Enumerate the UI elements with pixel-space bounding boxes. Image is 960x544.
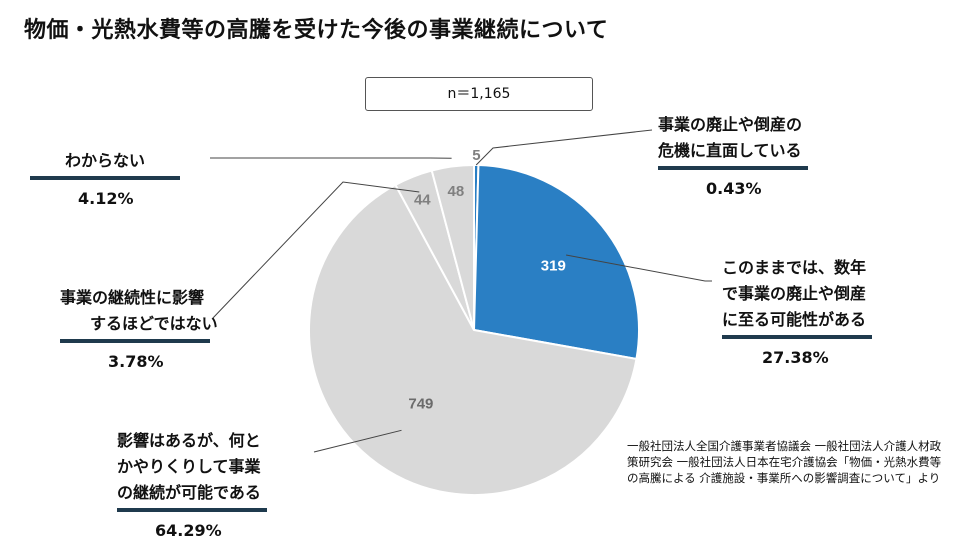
label-unknown: わからない 4.12% — [30, 148, 180, 212]
label-abolish-pct: 0.43% — [706, 176, 808, 202]
label-manage-line1: 影響はあるが、何と — [117, 428, 267, 454]
label-underline — [117, 508, 267, 512]
label-manage-pct: 64.29% — [155, 518, 267, 544]
slice-abolish-leader-line — [476, 130, 652, 165]
label-abolish-line1: 事業の廃止や倒産の — [658, 112, 808, 138]
label-no-effect-line2: するほどではない — [60, 311, 218, 337]
label-manage-line2: かやりくりして事業 — [117, 454, 267, 480]
source-note: 一般社団法人全国介護事業者協議会 一般社団法人介護人材政策研究会 一般社団法人日… — [627, 438, 947, 486]
label-few-years-line2: で事業の廃止や倒産 — [722, 281, 872, 307]
label-manage-line3: の継続が可能である — [117, 480, 267, 506]
label-unknown-line1: わからない — [30, 148, 180, 174]
slice-manage-value: 749 — [408, 396, 433, 413]
slice-few-years-value: 319 — [541, 257, 566, 274]
label-few-years-line3: に至る可能性がある — [722, 307, 872, 333]
slice-unknown-value: 48 — [448, 183, 465, 200]
label-manage: 影響はあるが、何と かやりくりして事業 の継続が可能である 64.29% — [117, 428, 267, 544]
label-no-effect-pct: 3.78% — [108, 349, 218, 375]
label-few-years-line1: このままでは、数年 — [722, 255, 872, 281]
label-underline — [658, 166, 808, 170]
label-no-effect-line1: 事業の継続性に影響 — [60, 285, 218, 311]
label-unknown-pct: 4.12% — [78, 186, 180, 212]
pie-slices — [309, 165, 639, 495]
label-abolish-line2: 危機に直面している — [658, 138, 808, 164]
slice-abolish-value: 5 — [472, 147, 480, 164]
label-few-years: このままでは、数年 で事業の廃止や倒産 に至る可能性がある 27.38% — [722, 255, 872, 371]
label-underline — [722, 335, 872, 339]
label-abolish: 事業の廃止や倒産の 危機に直面している 0.43% — [658, 112, 808, 202]
slice-no-effect-value: 44 — [414, 192, 431, 209]
label-underline — [30, 176, 180, 180]
label-no-effect: 事業の継続性に影響 するほどではない 3.78% — [60, 285, 218, 375]
label-underline — [60, 339, 210, 343]
label-few-years-pct: 27.38% — [762, 345, 872, 371]
